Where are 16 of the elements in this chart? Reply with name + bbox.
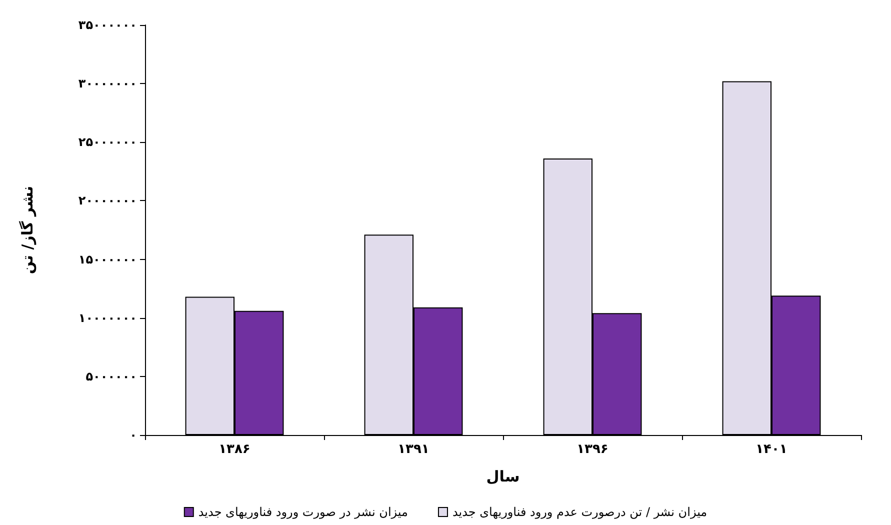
y-tick-label: ۵۰۰۰۰۰۰ [86, 369, 137, 384]
x-axis-title: سال [486, 468, 520, 486]
x-tick-label: ۱۳۹۶ [576, 442, 608, 457]
legend-label: میزان نشر / تن درصورت عدم ورود فناوریهای جدید [452, 505, 708, 519]
y-tick-label: ۲۰۰۰۰۰۰۰ [78, 194, 137, 208]
y-tick-label: ۱۵۰۰۰۰۰۰ [78, 252, 137, 266]
y-axis-title: نشر گاز/ تن [18, 186, 36, 274]
y-tick-label: ۰ [130, 428, 137, 442]
y-tick-label: ۳۰۰۰۰۰۰۰ [78, 76, 137, 91]
x-tick-label: ۱۳۸۶ [218, 442, 250, 457]
legend-label: میزان نشر در صورت ورود فناوریهای جدید [198, 505, 408, 519]
y-tick-label: ۲۵۰۰۰۰۰۰ [78, 135, 137, 150]
x-tick-label: ۱۳۹۱ [398, 442, 430, 457]
y-tick-label: ۳۵۰۰۰۰۰۰ [78, 18, 137, 32]
y-tick-label: ۱۰۰۰۰۰۰۰ [78, 310, 137, 325]
x-tick-label: ۱۴۰۱ [756, 442, 788, 457]
